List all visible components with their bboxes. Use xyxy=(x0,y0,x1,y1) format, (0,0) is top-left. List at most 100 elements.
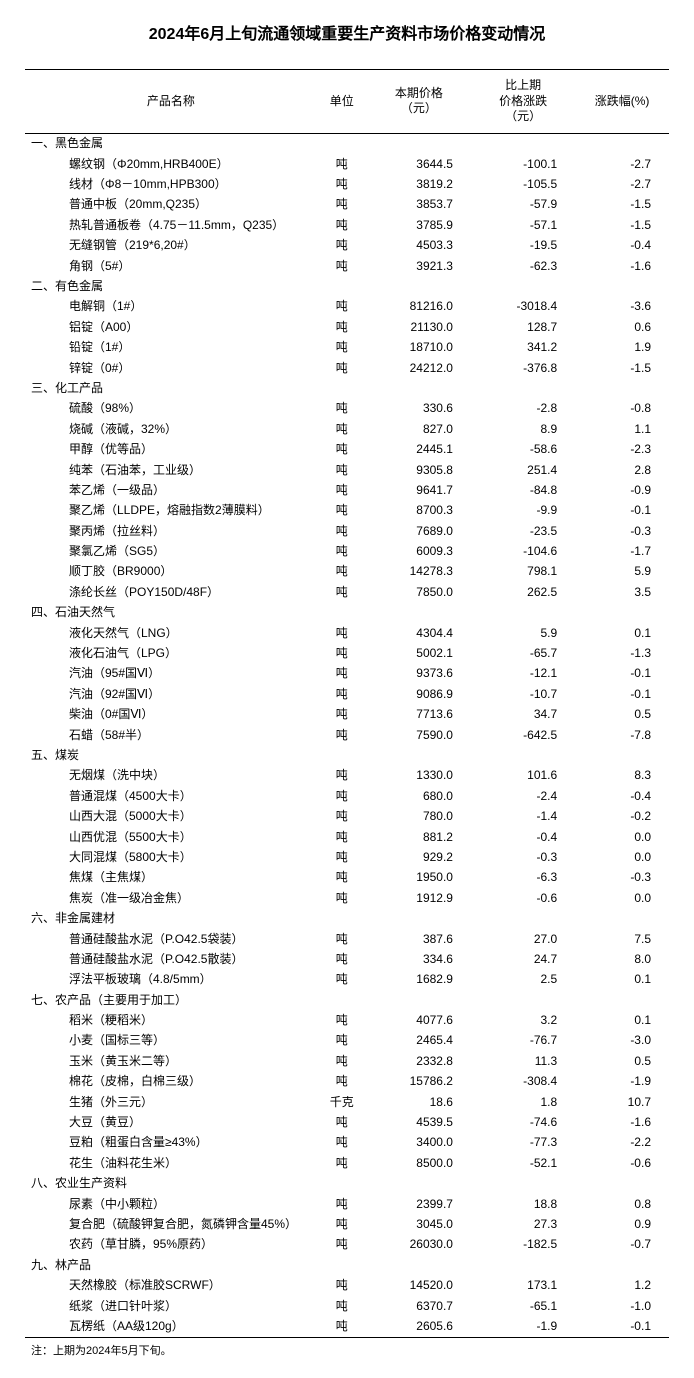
product-price: 334.6 xyxy=(367,949,471,969)
product-price: 5002.1 xyxy=(367,644,471,664)
table-row: 纸浆（进口针叶浆） 吨 6370.7 -65.1 -1.0 xyxy=(25,1296,669,1316)
product-change: -2.8 xyxy=(471,399,575,419)
product-price: 15786.2 xyxy=(367,1072,471,1092)
product-price: 3644.5 xyxy=(367,154,471,174)
product-change: -58.6 xyxy=(471,440,575,460)
product-change: 24.7 xyxy=(471,949,575,969)
product-price: 2605.6 xyxy=(367,1316,471,1337)
product-name: 石蜡（58#半） xyxy=(25,725,317,745)
product-name: 铝锭（A00） xyxy=(25,317,317,337)
product-change: -74.6 xyxy=(471,1113,575,1133)
table-body: 一、黑色金属 螺纹钢（Φ20mm,HRB400E） 吨 3644.5 -100.… xyxy=(25,133,669,1337)
product-price: 18.6 xyxy=(367,1092,471,1112)
product-pct: 0.0 xyxy=(575,847,669,867)
product-pct: 0.9 xyxy=(575,1214,669,1234)
product-price: 4539.5 xyxy=(367,1113,471,1133)
product-unit: 吨 xyxy=(317,623,367,643)
product-price: 8500.0 xyxy=(367,1153,471,1173)
product-unit: 吨 xyxy=(317,705,367,725)
table-row: 聚氯乙烯（SG5） 吨 6009.3 -104.6 -1.7 xyxy=(25,542,669,562)
product-unit: 吨 xyxy=(317,684,367,704)
product-name: 大同混煤（5800大卡） xyxy=(25,847,317,867)
product-price: 81216.0 xyxy=(367,297,471,317)
product-name: 角钢（5#） xyxy=(25,256,317,276)
product-pct: -0.1 xyxy=(575,1316,669,1337)
product-price: 7713.6 xyxy=(367,705,471,725)
product-price: 4503.3 xyxy=(367,236,471,256)
product-pct: -1.6 xyxy=(575,1113,669,1133)
category-row: 七、农产品（主要用于加工） xyxy=(25,990,669,1010)
product-pct: -1.0 xyxy=(575,1296,669,1316)
product-name: 汽油（92#国Ⅵ） xyxy=(25,684,317,704)
table-row: 无烟煤（洗中块） 吨 1330.0 101.6 8.3 xyxy=(25,766,669,786)
category-row: 九、林产品 xyxy=(25,1255,669,1275)
footnote: 注：上期为2024年5月下旬。 xyxy=(25,1338,669,1358)
product-pct: 8.0 xyxy=(575,949,669,969)
product-pct: 1.1 xyxy=(575,419,669,439)
table-row: 聚丙烯（拉丝料） 吨 7689.0 -23.5 -0.3 xyxy=(25,521,669,541)
category-label: 五、煤炭 xyxy=(25,746,669,766)
product-unit: 吨 xyxy=(317,215,367,235)
table-row: 大同混煤（5800大卡） 吨 929.2 -0.3 0.0 xyxy=(25,847,669,867)
product-price: 881.2 xyxy=(367,827,471,847)
category-row: 二、有色金属 xyxy=(25,277,669,297)
product-pct: -0.2 xyxy=(575,807,669,827)
table-row: 烧碱（液碱，32%） 吨 827.0 8.9 1.1 xyxy=(25,419,669,439)
product-price: 3921.3 xyxy=(367,256,471,276)
product-pct: -0.3 xyxy=(575,521,669,541)
product-pct: 0.1 xyxy=(575,1011,669,1031)
table-row: 普通硅酸盐水泥（P.O42.5袋装） 吨 387.6 27.0 7.5 xyxy=(25,929,669,949)
table-row: 螺纹钢（Φ20mm,HRB400E） 吨 3644.5 -100.1 -2.7 xyxy=(25,154,669,174)
product-change: -0.3 xyxy=(471,847,575,867)
product-change: 128.7 xyxy=(471,317,575,337)
product-name: 稻米（粳稻米） xyxy=(25,1011,317,1031)
table-row: 生猪（外三元） 千克 18.6 1.8 10.7 xyxy=(25,1092,669,1112)
table-row: 汽油（92#国Ⅵ） 吨 9086.9 -10.7 -0.1 xyxy=(25,684,669,704)
product-unit: 吨 xyxy=(317,1051,367,1071)
product-unit: 吨 xyxy=(317,195,367,215)
product-price: 330.6 xyxy=(367,399,471,419)
product-change: -104.6 xyxy=(471,542,575,562)
product-pct: -0.4 xyxy=(575,236,669,256)
product-price: 3785.9 xyxy=(367,215,471,235)
product-name: 线材（Φ8－10mm,HPB300） xyxy=(25,175,317,195)
product-unit: 吨 xyxy=(317,236,367,256)
category-label: 六、非金属建材 xyxy=(25,909,669,929)
product-name: 柴油（0#国Ⅵ） xyxy=(25,705,317,725)
table-row: 锌锭（0#） 吨 24212.0 -376.8 -1.5 xyxy=(25,358,669,378)
product-name: 浮法平板玻璃（4.8/5mm） xyxy=(25,970,317,990)
product-price: 6370.7 xyxy=(367,1296,471,1316)
product-change: 1.8 xyxy=(471,1092,575,1112)
product-name: 聚乙烯（LLDPE，熔融指数2薄膜料） xyxy=(25,501,317,521)
product-unit: 吨 xyxy=(317,847,367,867)
product-name: 顺丁胶（BR9000） xyxy=(25,562,317,582)
product-name: 山西优混（5500大卡） xyxy=(25,827,317,847)
product-price: 6009.3 xyxy=(367,542,471,562)
product-pct: 0.1 xyxy=(575,970,669,990)
product-pct: -0.1 xyxy=(575,684,669,704)
product-pct: 1.2 xyxy=(575,1276,669,1296)
product-change: 11.3 xyxy=(471,1051,575,1071)
category-label: 八、农业生产资料 xyxy=(25,1174,669,1194)
product-unit: 吨 xyxy=(317,766,367,786)
product-change: -52.1 xyxy=(471,1153,575,1173)
product-price: 9086.9 xyxy=(367,684,471,704)
table-row: 硫酸（98%） 吨 330.6 -2.8 -0.8 xyxy=(25,399,669,419)
category-row: 四、石油天然气 xyxy=(25,603,669,623)
product-pct: -0.6 xyxy=(575,1153,669,1173)
product-pct: 0.5 xyxy=(575,705,669,725)
product-unit: 吨 xyxy=(317,419,367,439)
product-unit: 吨 xyxy=(317,297,367,317)
category-row: 一、黑色金属 xyxy=(25,133,669,154)
product-price: 7850.0 xyxy=(367,582,471,602)
table-row: 瓦楞纸（AA级120g） 吨 2605.6 -1.9 -0.1 xyxy=(25,1316,669,1337)
product-name: 甲醇（优等品） xyxy=(25,440,317,460)
product-pct: -0.7 xyxy=(575,1235,669,1255)
product-change: -57.9 xyxy=(471,195,575,215)
product-pct: -0.3 xyxy=(575,868,669,888)
product-name: 小麦（国标三等） xyxy=(25,1031,317,1051)
product-name: 大豆（黄豆） xyxy=(25,1113,317,1133)
product-change: 798.1 xyxy=(471,562,575,582)
table-row: 尿素（中小颗粒） 吨 2399.7 18.8 0.8 xyxy=(25,1194,669,1214)
product-change: -308.4 xyxy=(471,1072,575,1092)
